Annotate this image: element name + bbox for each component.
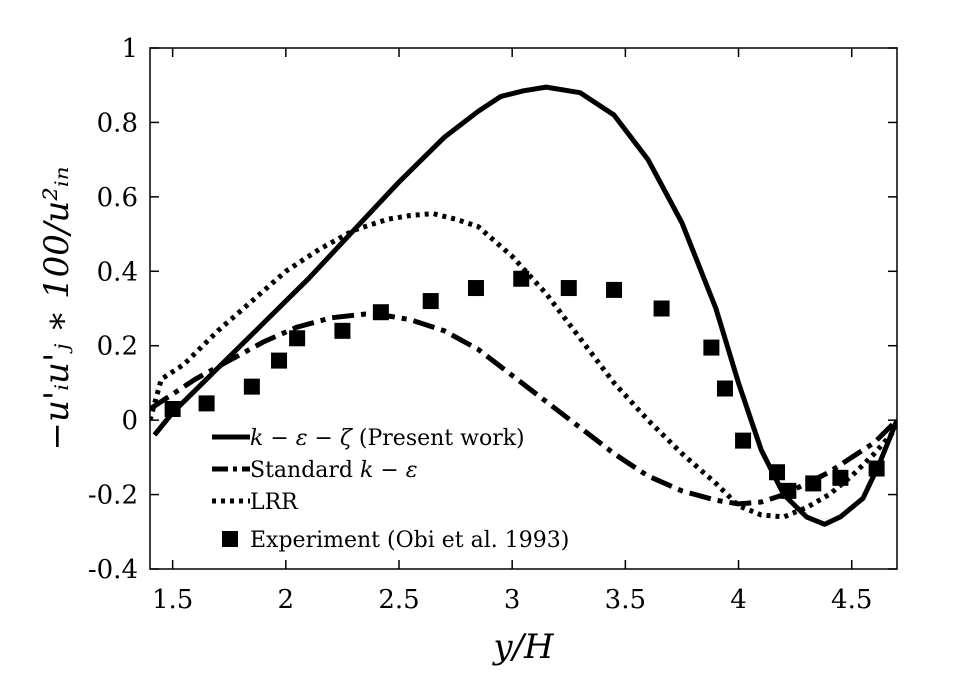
y-tick-label: 0 <box>121 406 138 436</box>
x-tick-label: 2.5 <box>378 585 419 615</box>
data-point-experiment <box>513 270 530 287</box>
data-point-experiment <box>805 475 822 492</box>
x-tick-label: 4 <box>730 585 747 615</box>
data-point-experiment <box>653 300 670 317</box>
y-tick-label: 0.2 <box>97 332 138 362</box>
y-tick-label: 0.8 <box>97 108 138 138</box>
legend-label-2: LRR <box>250 490 299 515</box>
y-axis-label: −u'ᵢu'ⱼ ∗ 100/u²ᵢₙ <box>37 166 77 450</box>
data-point-experiment <box>606 281 623 298</box>
data-point-experiment <box>372 304 389 321</box>
x-tick-label: 3 <box>504 585 521 615</box>
axes-frame <box>149 47 898 570</box>
legend-math: k − ε − ζ <box>250 426 354 451</box>
data-point-experiment <box>560 280 577 297</box>
data-point-experiment <box>780 482 797 499</box>
x-tick-label: 3.5 <box>605 585 646 615</box>
data-point-experiment <box>769 464 786 481</box>
legend-text: LRR <box>250 490 299 515</box>
y-tick-label: -0.2 <box>88 481 138 511</box>
legend-text: Experiment (Obi et al. 1993) <box>250 528 569 553</box>
data-point-experiment <box>716 380 733 397</box>
x-tick-label: 1.5 <box>152 585 193 615</box>
data-point-experiment <box>868 460 885 477</box>
data-point-experiment <box>832 469 849 486</box>
data-point-experiment <box>467 280 484 297</box>
legend-text: (Present work) <box>352 426 525 451</box>
series-line-0 <box>152 84 897 527</box>
x-tick-label: 2 <box>278 585 295 615</box>
data-point-experiment <box>198 395 215 412</box>
axes: 1.5 2 2.5 3 3.5 4 4.5 -0.4 -0.2 0 0.2 0.4 0.6 0.8 1 <box>88 34 898 615</box>
data-point-experiment <box>271 352 288 369</box>
legend: k − ε − ζ (Present work) Standard k − ε LR… <box>212 426 569 553</box>
y-tick-label: 0.6 <box>97 183 138 213</box>
data-point-experiment <box>334 322 351 339</box>
data-point-experiment <box>422 293 439 310</box>
legend-marker-experiment <box>222 531 238 547</box>
x-axis-label: y/H <box>491 627 555 667</box>
legend-label-3: Experiment (Obi et al. 1993) <box>250 528 569 553</box>
series-line-1 <box>150 311 897 507</box>
y-tick-label: 1 <box>121 34 138 64</box>
data-point-experiment <box>289 330 306 347</box>
legend-label-1: Standard k − ε <box>250 458 418 483</box>
data-point-experiment <box>243 378 260 395</box>
y-tick-label: -0.4 <box>88 555 138 585</box>
series-line-2 <box>150 211 897 520</box>
y-tick-label: 0.4 <box>97 257 138 287</box>
legend-math: k − ε <box>360 458 418 483</box>
legend-text: Standard <box>250 458 360 483</box>
legend-label-0: k − ε − ζ (Present work) <box>250 426 525 451</box>
data-point-experiment <box>164 400 181 417</box>
x-tick-label: 4.5 <box>831 585 872 615</box>
data-point-experiment <box>735 432 752 449</box>
plot-area <box>150 84 897 527</box>
data-point-experiment <box>703 339 720 356</box>
